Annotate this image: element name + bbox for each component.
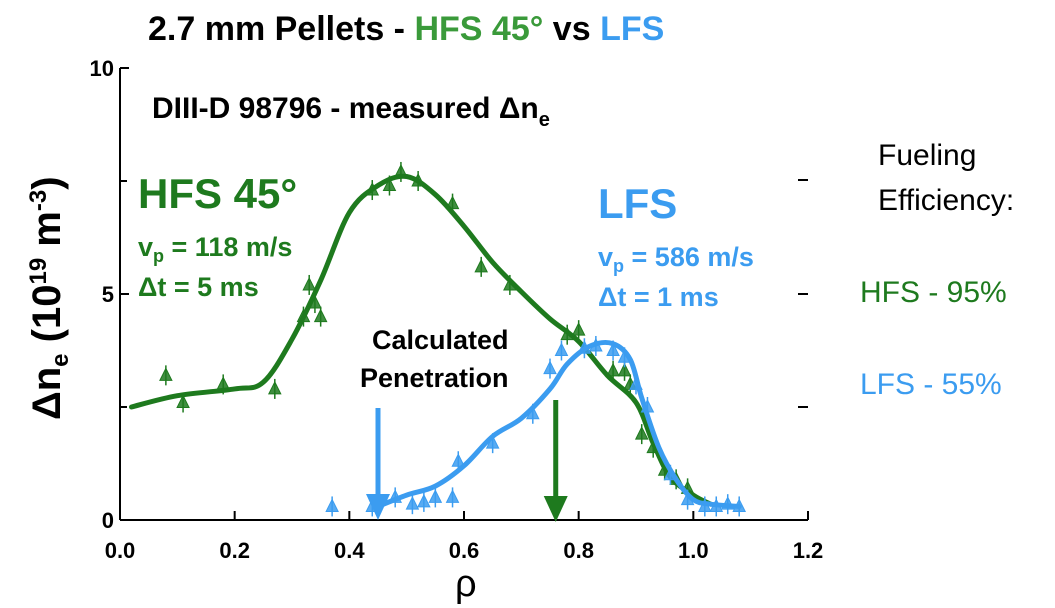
x-tick-label: 0.0	[105, 538, 136, 563]
lfs-vp: vp = 586 m/s	[598, 242, 754, 276]
y-tick-label: 10	[90, 56, 114, 81]
x-tick-label: 0.4	[334, 538, 365, 563]
data-point	[445, 489, 460, 503]
lfs-vp-rest: = 586 m/s	[624, 242, 754, 272]
x-tick-label: 1.2	[793, 538, 824, 563]
arrow-head	[366, 494, 390, 520]
data-point	[267, 380, 282, 395]
lfs-label-block: LFS vp = 586 m/s Δt = 1 ms	[598, 180, 754, 312]
data-point	[606, 342, 620, 356]
y-tick-label: 0	[102, 508, 114, 533]
data-point	[474, 258, 489, 273]
hfs-vp: vp = 118 m/s	[138, 232, 292, 266]
x-tick-label: 0.6	[449, 538, 480, 563]
arrow-head	[543, 496, 568, 522]
data-point	[382, 177, 397, 192]
fueling-lfs: LFS - 55%	[860, 368, 1002, 401]
hfs-vp-prefix: v	[138, 232, 153, 262]
inset-title: DIII-D 98796 - measured Δne	[152, 92, 550, 131]
fueling-hfs: HFS - 95%	[860, 276, 1007, 309]
x-axis-label: ρ	[455, 563, 477, 605]
fueling-label-line2: Efficiency:	[878, 184, 1014, 217]
inset-title-main: DIII-D 98796 - measured Δn	[152, 92, 539, 125]
x-tick-label: 0.2	[219, 538, 250, 563]
lfs-dt: Δt = 1 ms	[598, 282, 719, 312]
data-point	[325, 498, 339, 512]
series-line	[375, 340, 742, 509]
lfs-vp-prefix: v	[598, 242, 613, 272]
title-hfs: HFS 45°	[414, 10, 543, 48]
data-point	[606, 362, 620, 377]
series-line	[128, 173, 714, 507]
data-point	[451, 453, 466, 467]
data-point	[176, 394, 190, 408]
data-point	[634, 426, 649, 440]
lfs-penetration-arrow	[366, 408, 390, 520]
fueling-label-line1: Fueling	[878, 139, 976, 172]
penetration-label-line1: Calculated	[372, 325, 509, 355]
data-point	[313, 308, 328, 323]
ylabel-sub: e	[47, 353, 74, 366]
data-point	[554, 342, 569, 356]
hfs-dt: Δt = 5 ms	[138, 272, 259, 302]
y-tick-label: 5	[102, 282, 114, 307]
title-vs: vs	[543, 10, 600, 48]
hfs-label-block: HFS 45° vp = 118 m/s Δt = 5 ms	[138, 170, 297, 302]
data-point	[159, 367, 173, 381]
ylabel-rest2: m	[25, 211, 69, 258]
data-point	[417, 493, 431, 508]
y-axis-label: Δne (1019 m-3)	[25, 176, 74, 420]
data-point	[302, 276, 317, 291]
ylabel-sup: 19	[25, 258, 52, 285]
data-point	[428, 489, 443, 503]
penetration-label-line2: Penetration	[360, 363, 509, 393]
axis-ticks: 0.0 0.2 0.4 0.6 0.8 1.0 1.2 0 5 10	[90, 56, 824, 563]
title-part1: 2.7 mm Pellets -	[148, 10, 414, 48]
series-layer	[128, 161, 747, 522]
data-point	[571, 322, 586, 336]
ylabel-sup2: -3	[25, 190, 52, 211]
chart-title: 2.7 mm Pellets - HFS 45° vs LFS	[148, 10, 664, 48]
series-lfs	[325, 335, 747, 517]
ylabel-main: Δn	[25, 367, 69, 420]
hfs-name: HFS 45°	[138, 170, 297, 217]
data-point	[617, 362, 632, 377]
hfs-penetration-arrow	[543, 400, 568, 522]
data-point	[543, 360, 557, 375]
x-tick-label: 0.8	[563, 538, 594, 563]
hfs-vp-rest: = 118 m/s	[164, 232, 292, 262]
ylabel-rest: (10	[25, 285, 69, 354]
data-point	[405, 496, 420, 510]
x-tick-label: 1.0	[678, 538, 709, 563]
inset-title-sub: e	[539, 109, 550, 131]
lfs-vp-sub: p	[613, 256, 624, 276]
title-lfs: LFS	[600, 10, 664, 48]
hfs-vp-sub: p	[153, 246, 164, 266]
ylabel-rest3: )	[25, 176, 69, 189]
lfs-name: LFS	[598, 180, 677, 227]
